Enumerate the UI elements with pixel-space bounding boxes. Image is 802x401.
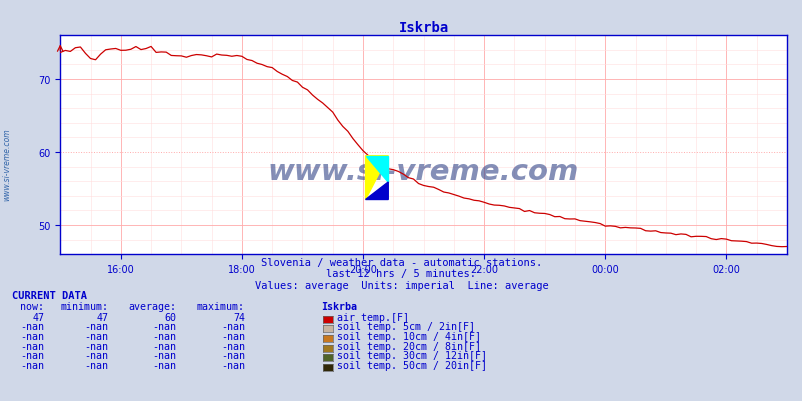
Text: maximum:: maximum: (196, 302, 245, 312)
Polygon shape (365, 182, 388, 200)
Text: Slovenia / weather data - automatic stations.: Slovenia / weather data - automatic stat… (261, 257, 541, 267)
Text: -nan: -nan (152, 350, 176, 360)
Text: -nan: -nan (84, 360, 108, 370)
Text: 60: 60 (164, 312, 176, 322)
Text: -nan: -nan (84, 322, 108, 332)
Text: -nan: -nan (221, 322, 245, 332)
Text: soil temp. 5cm / 2in[F]: soil temp. 5cm / 2in[F] (337, 322, 475, 332)
Text: -nan: -nan (20, 331, 44, 341)
Text: -nan: -nan (221, 341, 245, 351)
Title: Iskrba: Iskrba (398, 21, 448, 35)
Text: -nan: -nan (221, 331, 245, 341)
Text: soil temp. 50cm / 20in[F]: soil temp. 50cm / 20in[F] (337, 360, 487, 370)
Text: -nan: -nan (84, 341, 108, 351)
Text: -nan: -nan (221, 350, 245, 360)
Text: now:: now: (20, 302, 44, 312)
Text: soil temp. 20cm / 8in[F]: soil temp. 20cm / 8in[F] (337, 341, 480, 351)
Text: 47: 47 (32, 312, 44, 322)
Text: -nan: -nan (152, 360, 176, 370)
Text: average:: average: (128, 302, 176, 312)
Text: -nan: -nan (152, 331, 176, 341)
Text: Values: average  Units: imperial  Line: average: Values: average Units: imperial Line: av… (254, 280, 548, 290)
Text: -nan: -nan (84, 331, 108, 341)
Text: -nan: -nan (20, 360, 44, 370)
Polygon shape (365, 156, 388, 200)
Text: soil temp. 30cm / 12in[F]: soil temp. 30cm / 12in[F] (337, 350, 487, 360)
Text: 47: 47 (96, 312, 108, 322)
Text: -nan: -nan (20, 341, 44, 351)
Text: 74: 74 (233, 312, 245, 322)
Text: -nan: -nan (20, 350, 44, 360)
Text: last 12 hrs / 5 minutes.: last 12 hrs / 5 minutes. (326, 269, 476, 279)
Text: -nan: -nan (84, 350, 108, 360)
Text: soil temp. 10cm / 4in[F]: soil temp. 10cm / 4in[F] (337, 331, 480, 341)
Text: -nan: -nan (221, 360, 245, 370)
Text: www.si-vreme.com: www.si-vreme.com (268, 158, 578, 186)
Text: Iskrba: Iskrba (321, 302, 357, 312)
Text: -nan: -nan (152, 322, 176, 332)
Polygon shape (365, 156, 388, 182)
Text: -nan: -nan (152, 341, 176, 351)
Text: air temp.[F]: air temp.[F] (337, 312, 409, 322)
Text: -nan: -nan (20, 322, 44, 332)
Text: CURRENT DATA: CURRENT DATA (12, 291, 87, 301)
Text: minimum:: minimum: (60, 302, 108, 312)
Text: www.si-vreme.com: www.si-vreme.com (2, 128, 12, 200)
